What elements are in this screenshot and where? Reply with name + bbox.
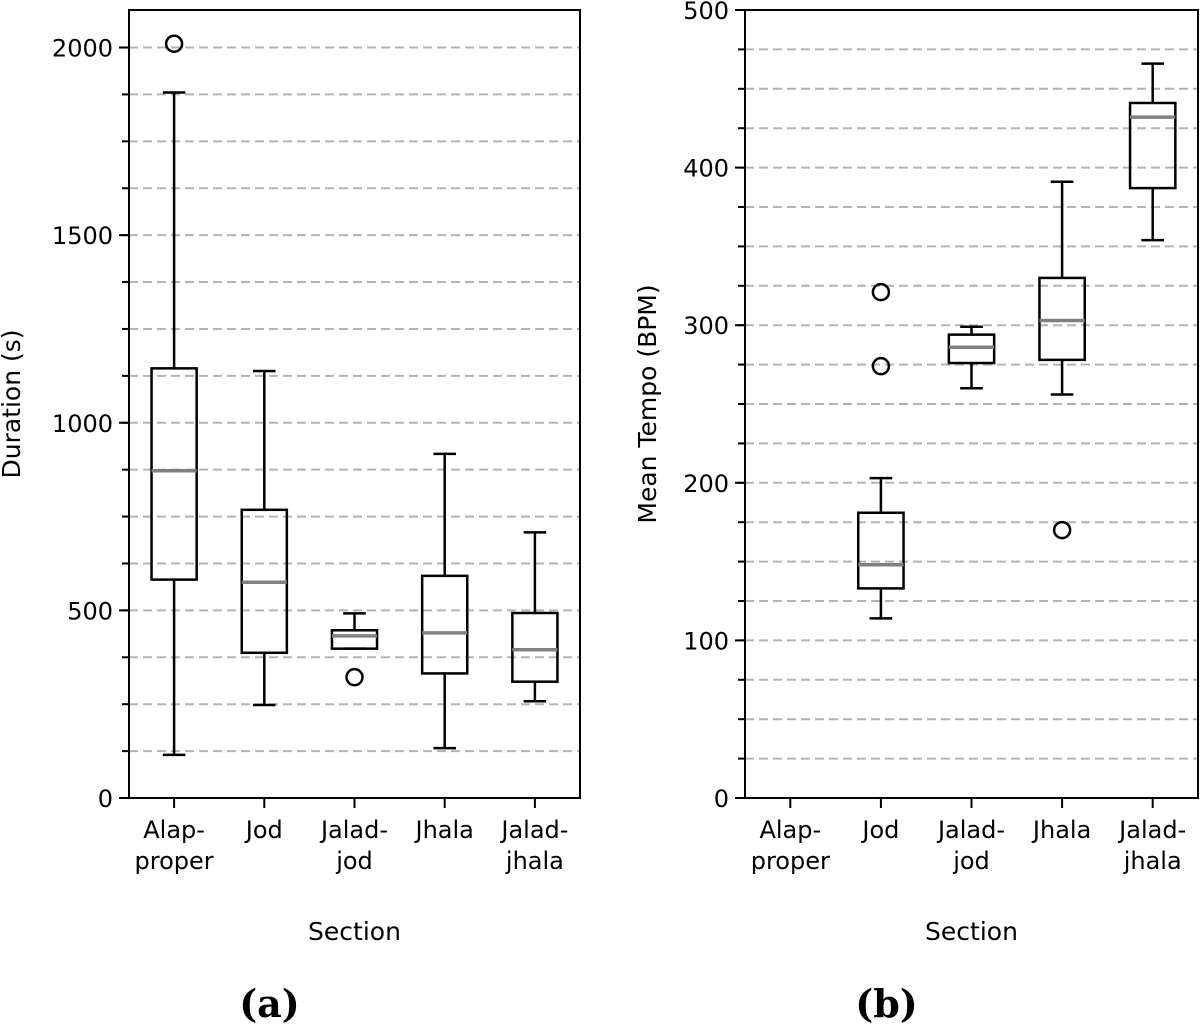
x-tick-label: Jhala <box>1031 816 1091 844</box>
outlier-point <box>345 667 364 687</box>
x-tick-label: Jalad- <box>499 816 568 844</box>
x-tick-label: jhala <box>1123 847 1182 875</box>
y-tick-label: 2000 <box>52 35 113 63</box>
y-tick-label: 1000 <box>52 410 113 438</box>
box <box>420 574 469 675</box>
y-axis-label: Mean Tempo (BPM) <box>633 284 662 523</box>
x-tick-label: Jalad- <box>936 816 1005 844</box>
x-tick-label: jod <box>335 847 373 875</box>
y-tick-label: 1500 <box>52 222 113 250</box>
y-tick-label: 500 <box>67 597 113 625</box>
y-tick-label: 300 <box>683 312 729 340</box>
box <box>857 511 905 590</box>
outlier-point <box>871 356 891 376</box>
panel-label: (b) <box>855 981 918 1025</box>
x-tick-label: jhala <box>505 847 564 875</box>
panel-b: 0 100 200 300 400 500 Alap-proper Jod Jalad-jod J… <box>633 0 1199 1025</box>
axes-frame <box>744 9 1199 799</box>
box <box>511 611 559 683</box>
x-tick-label: Jalad- <box>1117 816 1186 844</box>
outlier-point <box>164 34 184 54</box>
x-tick-label: Alap- <box>143 816 205 844</box>
x-tick-label: jod <box>952 847 990 875</box>
box <box>150 367 198 581</box>
x-tick-label: Jod <box>244 816 283 844</box>
y-tick-label: 0 <box>714 785 729 813</box>
y-tick-label: 400 <box>683 155 729 183</box>
x-tick-label: Alap- <box>759 816 821 844</box>
y-tick-label: 0 <box>98 785 113 813</box>
x-axis-label: Section <box>308 917 401 946</box>
x-tick-label: proper <box>135 847 214 875</box>
x-axis-label: Section <box>925 917 1018 946</box>
outlier-point <box>1052 520 1072 540</box>
y-tick-label: 100 <box>683 627 729 655</box>
axes-frame <box>128 9 581 799</box>
y-tick-label: 200 <box>683 470 729 498</box>
panel-label: (a) <box>239 981 300 1025</box>
panel-a: 0 500 1000 1500 2000 Alap-proper Jod Jalad-jod J… <box>0 9 581 1025</box>
y-tick-label: 500 <box>683 0 729 25</box>
box <box>330 629 379 650</box>
y-axis-label: Duration (s) <box>0 329 26 478</box>
x-tick-label: Jalad- <box>319 816 388 844</box>
box <box>1128 101 1177 190</box>
x-tick-label: Jod <box>860 816 899 844</box>
x-tick-label: Jhala <box>414 816 474 844</box>
outlier-point <box>871 282 891 302</box>
x-tick-label: proper <box>751 847 830 875</box>
